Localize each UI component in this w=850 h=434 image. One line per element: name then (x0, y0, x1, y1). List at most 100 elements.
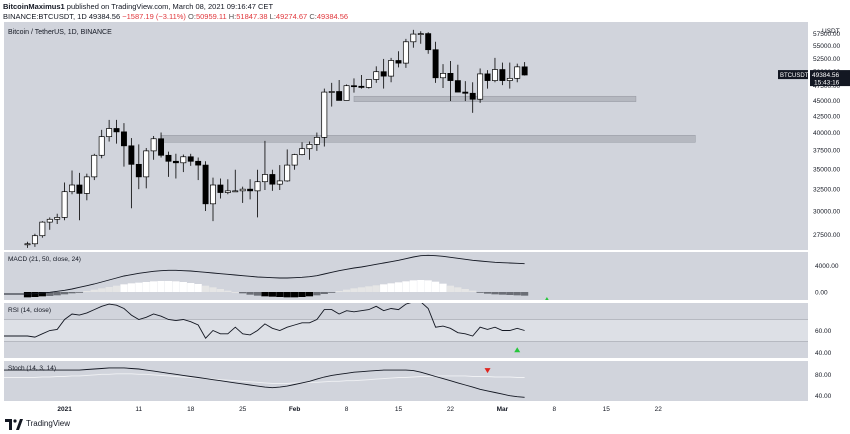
candle (358, 75, 365, 89)
candle-up-body (232, 190, 239, 193)
macd-histogram-bar (320, 292, 328, 294)
published-text: published on TradingView.com, March 08, … (66, 2, 274, 11)
candle (440, 64, 446, 88)
candle-down-body (113, 128, 120, 133)
macd-histogram-bar (268, 292, 276, 297)
rsi-band (4, 319, 808, 342)
support-zone-2 (160, 135, 696, 143)
macd-histogram-bar (187, 283, 195, 292)
candle-up-body (106, 128, 113, 138)
candle-up-body (388, 60, 395, 77)
candle-up-body (31, 235, 38, 245)
candle-up-body (306, 144, 313, 150)
macd-histogram-bar (350, 288, 358, 292)
candle-up-body (39, 221, 46, 237)
chart-area[interactable]: 57500.0055000.0052500.0050000.0047500.00… (0, 22, 850, 415)
macd-histogram-bar (246, 292, 254, 295)
high-value: 51847.38 (236, 12, 268, 21)
candle-down-body (499, 69, 506, 81)
candle-down-body (247, 188, 254, 192)
candle (31, 233, 38, 247)
time-tick-label: Mar (497, 406, 509, 413)
macd-histogram-bar (276, 292, 284, 297)
macd-histogram-bar (432, 281, 440, 292)
candle (202, 161, 209, 211)
macd-histogram-bar (164, 281, 173, 292)
candle (69, 170, 75, 195)
candle (328, 82, 335, 107)
price-tick-label: 52500.00 (813, 56, 840, 63)
candle (373, 66, 380, 83)
countdown-text: 15:43:16 (814, 80, 840, 87)
candle (425, 32, 432, 54)
price-tick-label: 57500.00 (813, 31, 840, 38)
candle (83, 173, 90, 201)
candle (276, 165, 283, 191)
candle-down-body (76, 184, 83, 194)
candle-up-body (61, 191, 68, 218)
candle (514, 63, 521, 83)
candle-up-body (150, 138, 157, 152)
candle (254, 169, 261, 218)
chart-canvas[interactable]: 57500.0055000.0052500.0050000.0047500.00… (0, 22, 850, 415)
macd-histogram-bar (90, 289, 98, 292)
candle-up-body (477, 73, 484, 100)
symbol-tag-bg (778, 70, 808, 80)
macd-histogram-bar (506, 292, 514, 295)
macd-histogram-bar (446, 285, 455, 292)
tradingview-logo-icon[interactable] (5, 419, 23, 430)
candle (135, 144, 142, 190)
time-tick-label: 22 (447, 406, 455, 413)
time-tick-label: 2021 (57, 406, 72, 413)
candle (395, 51, 402, 68)
candle-up-body (239, 188, 246, 192)
symbol-tag-text: BTCUSDT (780, 73, 809, 79)
price-tick-label: 47500.00 (813, 83, 840, 90)
candle-up-body (440, 73, 446, 79)
price-tick-label: 27500.00 (813, 232, 840, 239)
candle-up-body (417, 33, 424, 35)
candle-up-body (46, 218, 53, 223)
stoch-down-arrow-icon (484, 368, 491, 374)
candle-up-body (54, 217, 61, 220)
candle (224, 179, 231, 195)
candle-down-body (121, 131, 127, 147)
macd-histogram-bar (461, 289, 469, 292)
ohlc-line: BINANCE:BTCUSDT, 1D 49384.56 −1587.19 (−… (3, 12, 348, 21)
candle (417, 31, 424, 44)
candle (521, 62, 528, 76)
macd-histogram-bar (424, 280, 432, 292)
macd-histogram-bar (31, 292, 39, 297)
macd-histogram-bar (357, 287, 365, 292)
candle-down-body (521, 66, 528, 76)
brand-label[interactable]: TradingView (26, 419, 71, 428)
macd-histogram-bar (253, 292, 262, 296)
macd-histogram-bar (38, 292, 46, 297)
candle-up-body (143, 150, 150, 178)
candle-down-body (202, 164, 209, 205)
macd-histogram-bar (380, 284, 388, 292)
candle (39, 221, 46, 238)
candle (106, 119, 113, 142)
candle (291, 153, 298, 170)
macd-histogram-bar (521, 292, 529, 296)
candle-up-body (373, 71, 380, 80)
macd-histogram-bar (201, 285, 210, 292)
candle-up-body (402, 41, 409, 64)
author-name[interactable]: BitcoinMaximus1 (3, 2, 65, 11)
candle-down-body (128, 145, 135, 165)
candle (351, 78, 357, 93)
candle (469, 82, 476, 113)
candle-up-body (210, 184, 216, 205)
candle-up-body (506, 77, 513, 81)
macd-histogram-bar (483, 292, 492, 294)
time-tick-label: 15 (603, 406, 611, 413)
time-tick-label: 15 (395, 406, 403, 413)
candle-down-body (195, 160, 202, 166)
last-price-tag-text: 49384.56 (812, 72, 839, 79)
candle (343, 84, 350, 101)
candle-down-body (269, 174, 276, 185)
candle (247, 179, 254, 200)
publish-line: BitcoinMaximus1 published on TradingView… (3, 2, 273, 11)
macd-histogram-bar (372, 285, 380, 292)
